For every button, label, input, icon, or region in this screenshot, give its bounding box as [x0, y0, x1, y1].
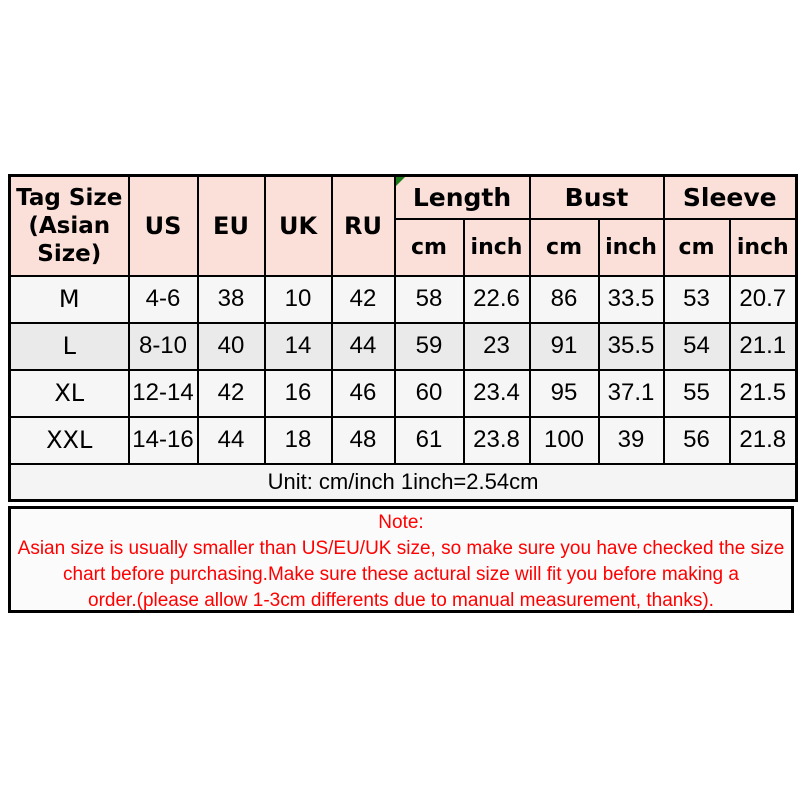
size-cell: 60 — [393, 368, 465, 418]
note-line: chart before purchasing.Make sure these … — [63, 564, 739, 585]
note-line: Asian size is usually smaller than US/EU… — [17, 538, 785, 559]
size-cell: 23 — [462, 321, 531, 371]
header-length-inch: inch — [462, 217, 531, 277]
header-ru: RU — [330, 174, 396, 277]
size-cell: 35.5 — [597, 321, 665, 371]
size-cell: 18 — [263, 415, 333, 465]
size-cell: 8-10 — [127, 321, 199, 371]
unit-note-cell: Unit: cm/inch 1inch=2.54cm — [8, 462, 798, 502]
note-title: Note: — [378, 512, 424, 533]
unit-row: Unit: cm/inch 1inch=2.54cm — [8, 462, 798, 502]
header-bust-label: Bust — [564, 182, 629, 212]
size-cell: 56 — [662, 415, 731, 465]
size-cell: L — [8, 321, 130, 371]
size-cell: 86 — [528, 274, 600, 324]
size-cell: 48 — [330, 415, 396, 465]
header-bust-inch: inch — [597, 217, 665, 277]
size-cell: 14-16 — [127, 415, 199, 465]
size-cell: 10 — [263, 274, 333, 324]
header-sleeve: Sleeve — [662, 174, 798, 220]
header-length: Length — [393, 174, 531, 220]
size-cell: 95 — [528, 368, 600, 418]
size-cell: 46 — [330, 368, 396, 418]
size-cell: 39 — [597, 415, 665, 465]
table-row-xl: XL 12-14 42 16 46 60 23.4 95 37.1 55 21.… — [8, 368, 798, 418]
size-cell: 44 — [196, 415, 266, 465]
cell-corner-marker-icon — [396, 177, 405, 186]
header-length-cm: cm — [393, 217, 465, 277]
header-us: US — [127, 174, 199, 277]
size-cell: 14 — [263, 321, 333, 371]
size-cell: 40 — [196, 321, 266, 371]
note-box: Note: Asian size is usually smaller than… — [8, 506, 794, 613]
size-cell: 23.8 — [462, 415, 531, 465]
size-cell: 59 — [393, 321, 465, 371]
header-eu: EU — [196, 174, 266, 277]
size-cell: 21.5 — [728, 368, 798, 418]
size-cell: 58 — [393, 274, 465, 324]
header-sleeve-inch: inch — [728, 217, 798, 277]
size-cell: 54 — [662, 321, 731, 371]
note-line: order.(please allow 1-3cm differents due… — [88, 590, 714, 611]
size-cell: XL — [8, 368, 130, 418]
size-chart-table: Tag Size (Asian Size) US EU UK RU Length… — [8, 174, 799, 502]
size-cell: 20.7 — [728, 274, 798, 324]
size-cell: 44 — [330, 321, 396, 371]
table-row-m: M 4-6 38 10 42 58 22.6 86 33.5 53 20.7 — [8, 274, 798, 324]
size-cell: 23.4 — [462, 368, 531, 418]
header-bust: Bust — [528, 174, 665, 220]
header-row-units: cm inch cm inch cm inch — [10, 217, 798, 277]
size-cell: 61 — [393, 415, 465, 465]
size-cell: 16 — [263, 368, 333, 418]
size-cell: 4-6 — [127, 274, 199, 324]
size-cell: 100 — [528, 415, 600, 465]
size-cell: 55 — [662, 368, 731, 418]
header-tag-size: Tag Size (Asian Size) — [8, 174, 130, 277]
size-cell: 42 — [196, 368, 266, 418]
header-row-groups: Tag Size (Asian Size) US EU UK RU Length… — [8, 174, 798, 277]
header-sleeve-cm: cm — [662, 217, 731, 277]
header-uk: UK — [263, 174, 333, 277]
size-cell: 21.1 — [728, 321, 798, 371]
size-cell: 22.6 — [462, 274, 531, 324]
size-cell: 91 — [528, 321, 600, 371]
table-row-xxl: XXL 14-16 44 18 48 61 23.8 100 39 56 21.… — [8, 415, 798, 465]
size-cell: M — [8, 274, 130, 324]
size-cell: 38 — [196, 274, 266, 324]
size-cell: 53 — [662, 274, 731, 324]
size-cell: 33.5 — [597, 274, 665, 324]
size-cell: 42 — [330, 274, 396, 324]
table-row-l: L 8-10 40 14 44 59 23 91 35.5 54 21.1 — [8, 321, 798, 371]
size-cell: 21.8 — [728, 415, 798, 465]
header-length-label: Length — [412, 182, 512, 212]
size-cell: XXL — [8, 415, 130, 465]
header-bust-cm: cm — [528, 217, 600, 277]
size-cell: 37.1 — [597, 368, 665, 418]
size-cell: 12-14 — [127, 368, 199, 418]
header-sleeve-label: Sleeve — [682, 182, 777, 212]
